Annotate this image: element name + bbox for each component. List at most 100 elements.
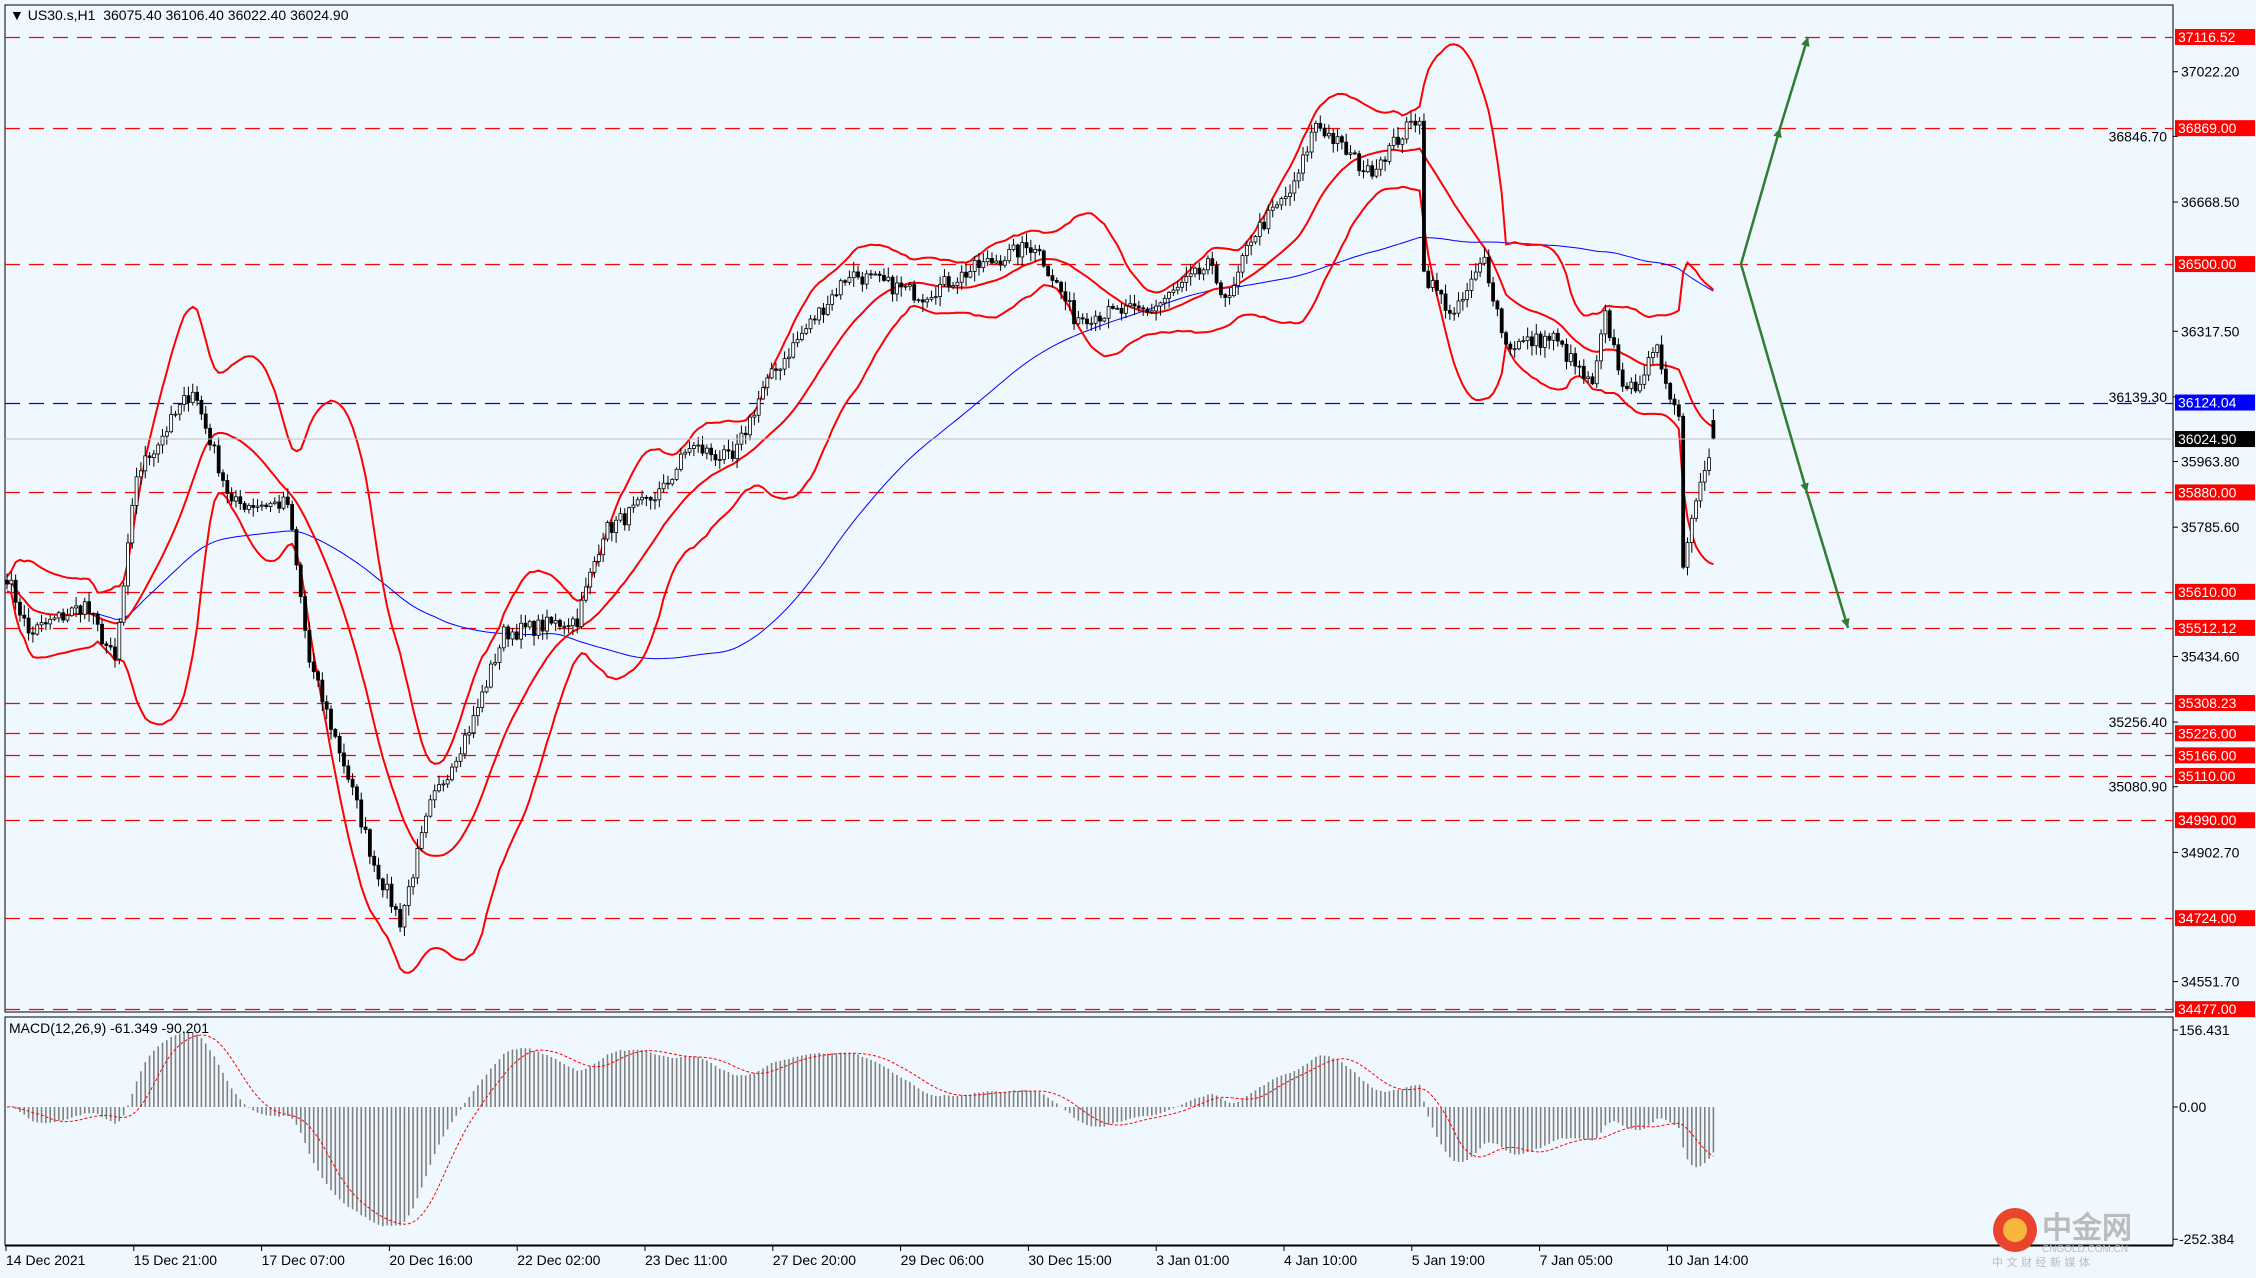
candle-body — [480, 691, 485, 708]
candle-body — [1698, 481, 1703, 502]
candle-body — [1491, 282, 1495, 302]
candle-body — [1041, 250, 1046, 267]
candle-body — [838, 280, 843, 296]
candle-body — [18, 601, 22, 616]
candle-body — [735, 443, 739, 459]
candle-body — [1214, 265, 1219, 284]
macd-axis-label: 156.431 — [2179, 1022, 2230, 1038]
candle-body — [238, 496, 243, 504]
candle-body — [186, 395, 191, 403]
price-axis-label: 34551.70 — [2181, 974, 2240, 990]
candles — [5, 111, 1716, 937]
candle-body — [52, 617, 57, 620]
candle-body — [1231, 285, 1236, 297]
candle-body — [1599, 333, 1603, 362]
candle-body — [1028, 247, 1033, 253]
arrow-down-head-icon — [1800, 482, 1809, 493]
candle-body — [614, 519, 619, 533]
candle-body — [393, 906, 398, 910]
candle-body — [501, 626, 506, 649]
candle-body — [730, 450, 735, 459]
candle-body — [1132, 303, 1137, 307]
candle-body — [1076, 317, 1081, 325]
candle-body — [713, 454, 718, 461]
candle-body — [799, 332, 804, 340]
price-axis-label: 34902.70 — [2181, 844, 2240, 860]
candle-body — [389, 883, 394, 908]
candle-body — [1262, 221, 1267, 230]
candle-body — [39, 622, 44, 626]
candle-body — [834, 294, 839, 297]
candle-body — [609, 522, 614, 533]
candle-body — [847, 277, 852, 283]
candle-body — [942, 276, 947, 285]
time-axis-label: 14 Dec 2021 — [6, 1252, 86, 1268]
candle-body — [869, 273, 873, 276]
candle-body — [372, 855, 377, 866]
candle-body — [843, 280, 847, 283]
candle-body — [22, 614, 27, 619]
candle-body — [583, 586, 588, 601]
candle-body — [1374, 168, 1379, 177]
candle-body — [329, 708, 333, 730]
chart-header: ▼ US30.s,H1 36075.40 36106.40 36022.40 3… — [10, 7, 348, 23]
candle-body — [1707, 457, 1711, 471]
candle-body — [1046, 265, 1051, 276]
price-axis-label: 35785.60 — [2181, 519, 2240, 535]
candle-body — [415, 848, 420, 879]
candle-body — [1685, 542, 1690, 568]
time-axis-label: 10 Jan 14:00 — [1667, 1252, 1748, 1268]
level-price-tag-label: 35110.00 — [2178, 768, 2236, 784]
candle-body — [748, 416, 752, 436]
candle-body — [1525, 336, 1530, 342]
candle-body — [1638, 383, 1642, 392]
candle-body — [1391, 136, 1396, 146]
level-price-tag — [2175, 29, 2255, 45]
candle-body — [1141, 307, 1146, 310]
candle-body — [778, 368, 783, 371]
candle-body — [510, 631, 515, 640]
candle-body — [644, 496, 649, 499]
candle-body — [458, 753, 463, 762]
dropdown-triangle-icon[interactable]: ▼ — [10, 7, 28, 23]
candle-body — [795, 339, 800, 344]
candle-body — [1629, 381, 1634, 389]
level-price-tag-label: 35226.00 — [2178, 725, 2237, 741]
candle-body — [938, 284, 943, 297]
time-axis-label: 30 Dec 15:00 — [1028, 1252, 1111, 1268]
bollinger-upper-band — [6, 43, 1715, 765]
time-axis-label: 17 Dec 07:00 — [262, 1252, 345, 1268]
candle-body — [320, 679, 325, 703]
time-axis-label: 7 Jan 05:00 — [1540, 1252, 1613, 1268]
candle-body — [899, 282, 904, 288]
candle-body — [1443, 293, 1448, 311]
cngold-logo-icon: 中金网 CNGOLD.COM.CN 中 文 财 经 新 媒 体 — [1992, 1208, 2132, 1269]
level-price-tag — [2175, 120, 2255, 137]
candle-body — [1352, 152, 1357, 155]
candle-body — [1167, 292, 1171, 299]
candle-body — [1616, 344, 1621, 371]
candle-body — [886, 276, 891, 281]
candle-body — [43, 622, 48, 625]
time-axis-label: 5 Jan 19:00 — [1412, 1252, 1485, 1268]
candle-body — [1465, 290, 1470, 300]
candle-body — [1257, 221, 1262, 237]
candle-body — [61, 612, 66, 621]
candle-body — [104, 643, 109, 646]
candle-body — [1555, 332, 1560, 342]
candle-body — [920, 299, 925, 303]
candle-body — [1361, 170, 1366, 173]
candle-body — [787, 356, 791, 360]
candle-body — [946, 276, 951, 288]
candle-body — [817, 307, 822, 321]
candle-body — [156, 444, 161, 455]
candle-body — [506, 626, 511, 640]
candle-body — [1564, 343, 1569, 362]
candle-body — [687, 448, 692, 453]
candle-body — [1089, 322, 1094, 325]
candle-body — [130, 505, 135, 544]
candle-body — [380, 878, 385, 891]
price-axis-label: 36668.50 — [2181, 194, 2240, 210]
